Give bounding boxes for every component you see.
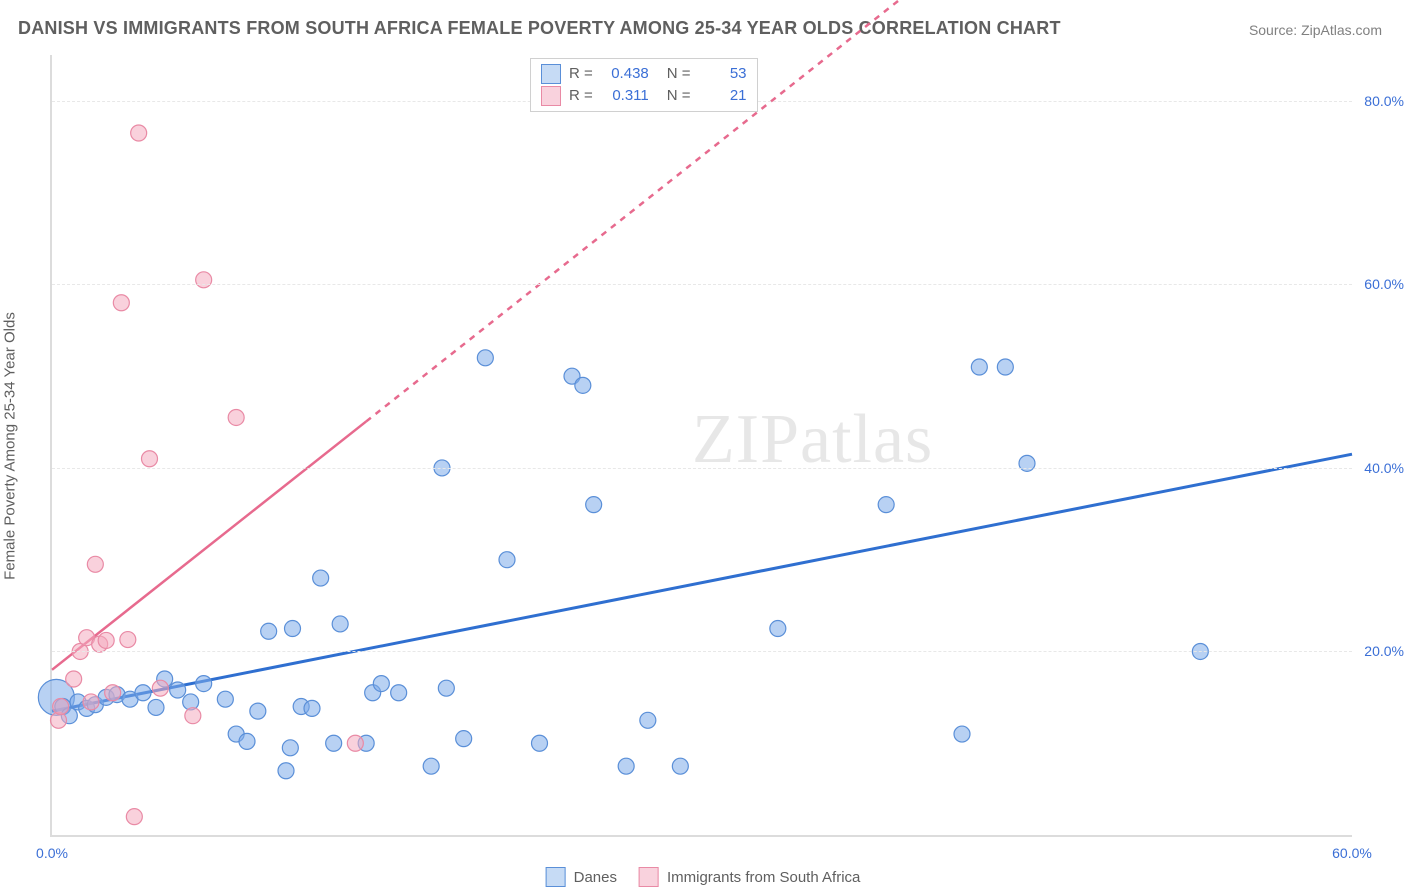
gridline xyxy=(52,651,1352,652)
legend-item-danes: Danes xyxy=(546,867,617,887)
swatch-blue-icon xyxy=(546,867,566,887)
swatch-pink-icon xyxy=(639,867,659,887)
r-label: R = xyxy=(569,63,593,85)
legend-item-immigrants: Immigrants from South Africa xyxy=(639,867,860,887)
n-label: N = xyxy=(667,85,691,107)
swatch-blue-icon xyxy=(541,64,561,84)
correlation-legend: R = 0.438 N = 53 R = 0.311 N = 21 xyxy=(530,58,758,112)
series-legend: Danes Immigrants from South Africa xyxy=(546,867,861,887)
legend-label-immigrants: Immigrants from South Africa xyxy=(667,869,860,886)
plot-svg xyxy=(52,55,1352,835)
y-tick-label: 20.0% xyxy=(1364,643,1404,659)
chart-container: DANISH VS IMMIGRANTS FROM SOUTH AFRICA F… xyxy=(0,0,1406,892)
y-tick-label: 40.0% xyxy=(1364,460,1404,476)
n-value-danes: 53 xyxy=(699,63,747,85)
x-tick-label: 60.0% xyxy=(1332,845,1372,861)
r-label: R = xyxy=(569,85,593,107)
chart-title: DANISH VS IMMIGRANTS FROM SOUTH AFRICA F… xyxy=(18,18,1061,39)
gridline xyxy=(52,284,1352,285)
y-tick-label: 80.0% xyxy=(1364,93,1404,109)
legend-label-danes: Danes xyxy=(574,869,617,886)
n-value-immigrants: 21 xyxy=(699,85,747,107)
y-axis-label: Female Poverty Among 25-34 Year Olds xyxy=(2,312,19,580)
source-attribution: Source: ZipAtlas.com xyxy=(1249,22,1382,38)
r-value-danes: 0.438 xyxy=(601,63,649,85)
legend-row-danes: R = 0.438 N = 53 xyxy=(541,63,747,85)
r-value-immigrants: 0.311 xyxy=(601,85,649,107)
swatch-pink-icon xyxy=(541,86,561,106)
x-tick-label: 0.0% xyxy=(36,845,68,861)
plot-area: ZIPatlas 20.0%40.0%60.0%80.0%0.0%60.0% xyxy=(50,55,1352,837)
gridline xyxy=(52,468,1352,469)
legend-row-immigrants: R = 0.311 N = 21 xyxy=(541,85,747,107)
y-tick-label: 60.0% xyxy=(1364,276,1404,292)
n-label: N = xyxy=(667,63,691,85)
